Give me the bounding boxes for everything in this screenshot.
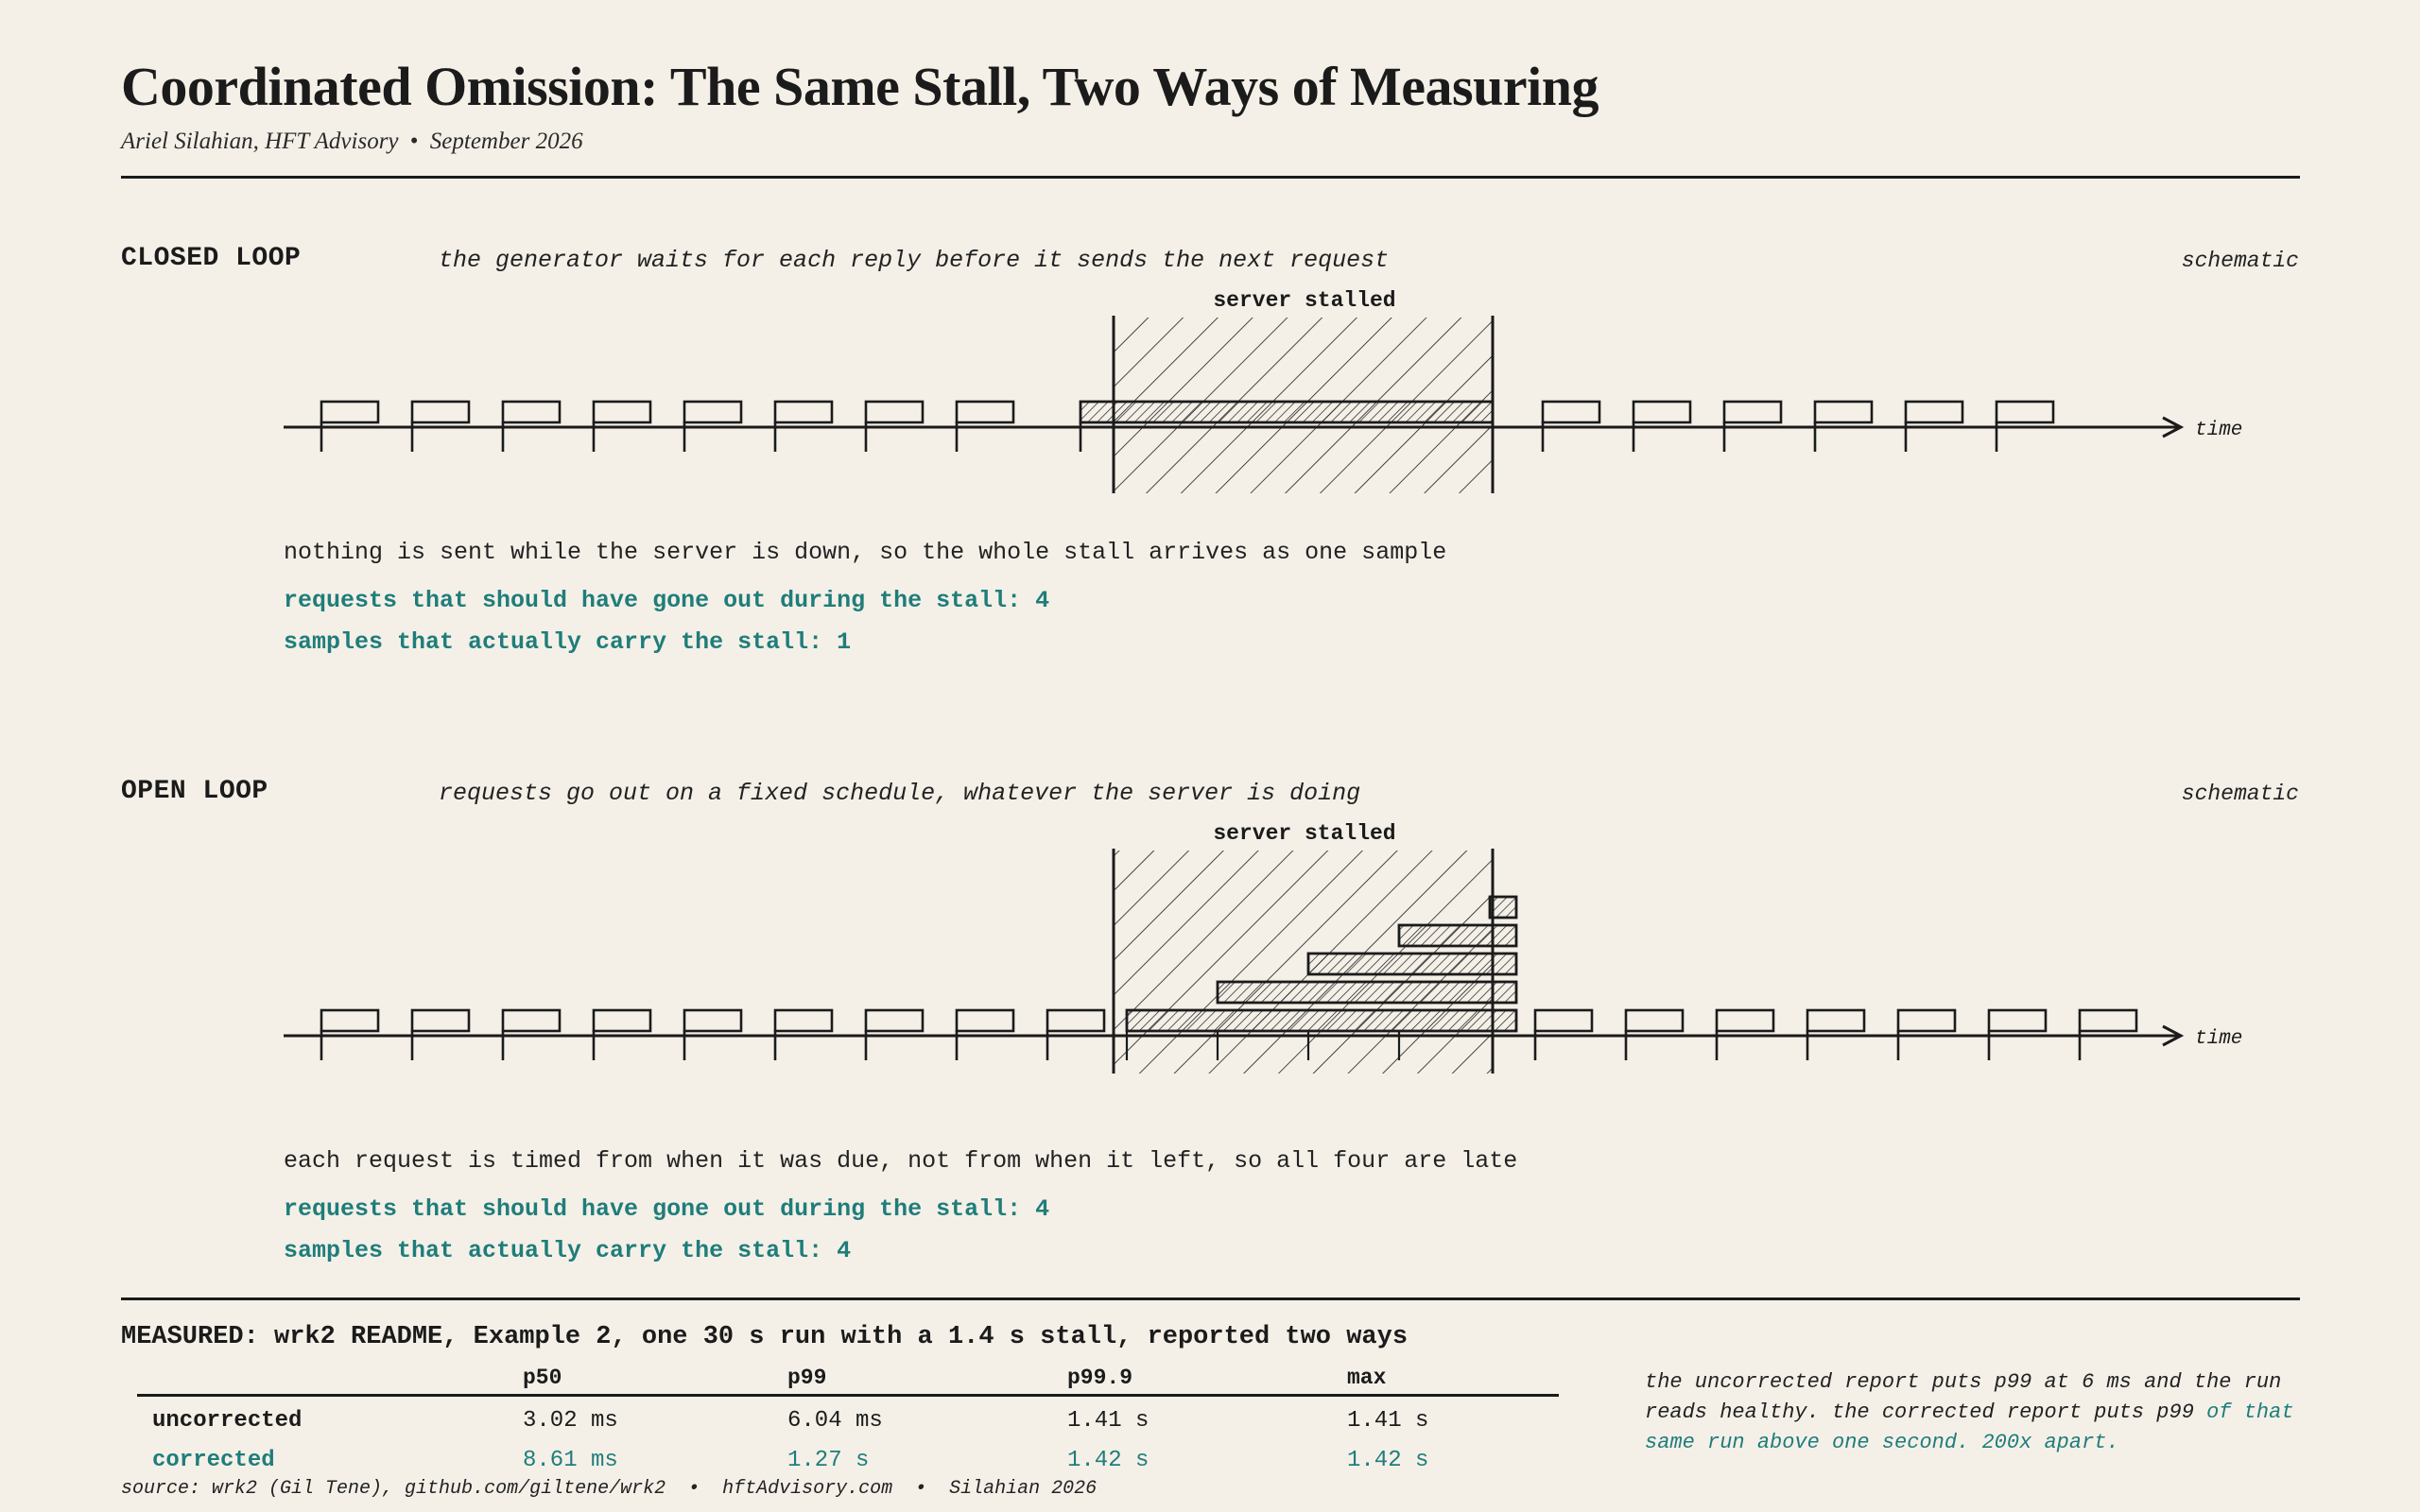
commentary-highlight: of that same run above one second. 200x … — [1645, 1400, 2294, 1454]
author: Ariel Silahian, HFT Advisory — [121, 129, 399, 154]
request-box — [410, 1008, 471, 1033]
late-request-box — [1397, 923, 1518, 948]
closed-loop-note: nothing is sent while the server is down… — [284, 539, 1447, 566]
request-box — [1896, 1008, 1957, 1033]
cell-p99: 6.04 ms — [787, 1407, 883, 1434]
results-header-row: p50 p99 p99.9 max — [137, 1366, 1559, 1397]
late-request-box — [1216, 980, 1518, 1005]
column-header-max: max — [1347, 1366, 1559, 1397]
request-box — [501, 400, 562, 424]
time-axis-label: time — [2195, 420, 2242, 441]
header-divider — [121, 176, 2300, 179]
measured-divider — [121, 1297, 2300, 1300]
request-box — [864, 400, 925, 424]
cell-p99: 1.27 s — [787, 1447, 870, 1473]
request-box — [1813, 400, 1874, 424]
column-header-p50: p50 — [523, 1366, 787, 1397]
request-box — [1995, 400, 2055, 424]
table-row: corrected 8.61 ms 1.27 s 1.42 s 1.42 s — [137, 1436, 1559, 1476]
source-footer: source: wrk2 (Gil Tene), github.com/gilt… — [121, 1478, 1098, 1500]
request-box — [1722, 400, 1783, 424]
request-box — [410, 400, 471, 424]
request-box — [773, 400, 834, 424]
closed-loop-description: the generator waits for each reply befor… — [439, 247, 1390, 274]
closed-loop-carry-count: samples that actually carry the stall: 1 — [284, 628, 852, 656]
open-loop-diagram: server stalled time — [284, 822, 2242, 1074]
late-request-box — [1488, 895, 1518, 919]
closed-loop-label: CLOSED LOOP — [121, 244, 302, 273]
time-axis-arrowhead — [2162, 1024, 2185, 1047]
row-label-corrected: corrected — [152, 1447, 275, 1473]
stalled-request-box — [1079, 400, 1495, 424]
open-loop-expected-count: requests that should have gone out durin… — [284, 1195, 1050, 1223]
open-loop-description: requests go out on a fixed schedule, wha… — [439, 780, 1361, 807]
column-header-p99: p99 — [787, 1366, 1067, 1397]
measured-commentary: the uncorrected report puts p99 at 6 ms … — [1645, 1367, 2325, 1458]
request-box — [1715, 1008, 1775, 1033]
cell-p50: 8.61 ms — [523, 1447, 618, 1473]
commentary-plain: the uncorrected report puts p99 at 6 ms … — [1645, 1370, 2282, 1424]
request-box — [320, 1008, 380, 1033]
request-box — [592, 400, 652, 424]
open-loop-label: OPEN LOOP — [121, 777, 268, 806]
byline: Ariel Silahian, HFT Advisory • September… — [121, 129, 583, 155]
late-request-box — [1306, 952, 1518, 976]
time-axis-label: time — [2195, 1028, 2242, 1050]
request-box — [1046, 1008, 1106, 1033]
cell-p50: 3.02 ms — [523, 1407, 618, 1434]
column-header-p999: p99.9 — [1067, 1366, 1347, 1397]
closed-loop-expected-count: requests that should have gone out durin… — [284, 587, 1050, 614]
closed-loop-kind: schematic — [2181, 249, 2299, 273]
request-box — [773, 1008, 834, 1033]
open-loop-note: each request is timed from when it was d… — [284, 1147, 1518, 1175]
request-box — [1806, 1008, 1866, 1033]
row-label-uncorrected: uncorrected — [152, 1407, 302, 1434]
open-loop-kind: schematic — [2181, 782, 2299, 806]
request-box — [683, 400, 743, 424]
request-box — [1624, 1008, 1685, 1033]
request-box — [320, 400, 380, 424]
measured-title: MEASURED: wrk2 README, Example 2, one 30… — [121, 1323, 1409, 1351]
table-row: uncorrected 3.02 ms 6.04 ms 1.41 s 1.41 … — [137, 1396, 1559, 1437]
closed-loop-diagram: server stalled time — [284, 288, 2242, 493]
request-box — [501, 1008, 562, 1033]
column-header-blank — [137, 1366, 523, 1397]
cell-p999: 1.41 s — [1067, 1407, 1150, 1434]
cell-max: 1.42 s — [1347, 1447, 1429, 1473]
results-table: p50 p99 p99.9 max uncorrected 3.02 ms 6.… — [137, 1366, 1559, 1476]
byline-separator: • — [409, 129, 419, 154]
cell-p999: 1.42 s — [1067, 1447, 1150, 1473]
stall-label: server stalled — [1213, 822, 1395, 846]
publish-date: September 2026 — [429, 129, 583, 154]
stall-label: server stalled — [1213, 288, 1395, 313]
request-box — [864, 1008, 925, 1033]
request-box — [955, 1008, 1015, 1033]
late-request-box — [1125, 1008, 1518, 1033]
page-title: Coordinated Omission: The Same Stall, Tw… — [121, 56, 1599, 117]
request-box — [1533, 1008, 1594, 1033]
open-loop-carry-count: samples that actually carry the stall: 4 — [284, 1237, 852, 1264]
request-box — [1904, 400, 1964, 424]
request-box — [955, 400, 1015, 424]
request-box — [592, 1008, 652, 1033]
request-box — [1541, 400, 1601, 424]
request-box — [1632, 400, 1692, 424]
request-box — [2078, 1008, 2138, 1033]
request-box — [683, 1008, 743, 1033]
request-box — [1987, 1008, 2048, 1033]
cell-max: 1.41 s — [1347, 1407, 1429, 1434]
time-axis-arrowhead — [2162, 416, 2185, 438]
